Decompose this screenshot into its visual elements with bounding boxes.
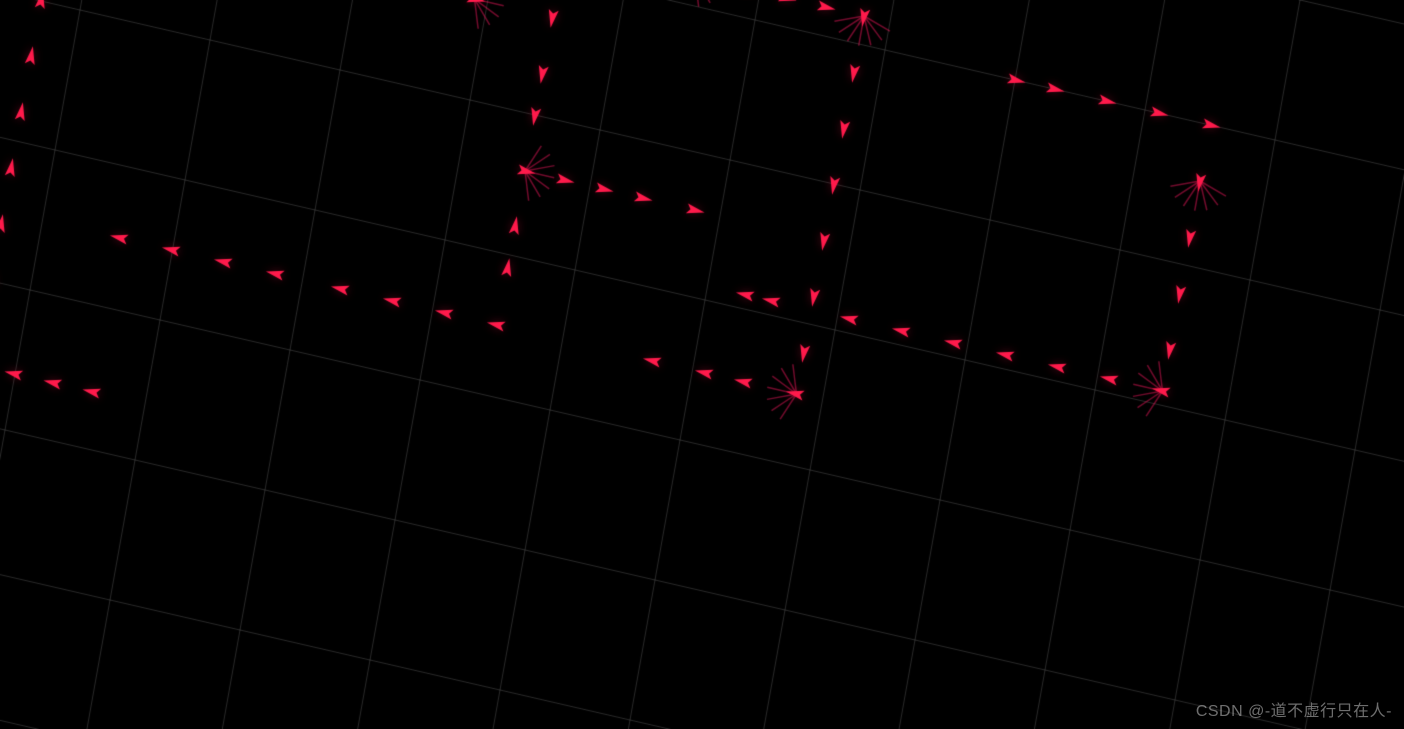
- rviz-3d-view[interactable]: CSDN @-道不虚行只在人-: [0, 0, 1404, 729]
- visualization-canvas[interactable]: [0, 0, 1404, 729]
